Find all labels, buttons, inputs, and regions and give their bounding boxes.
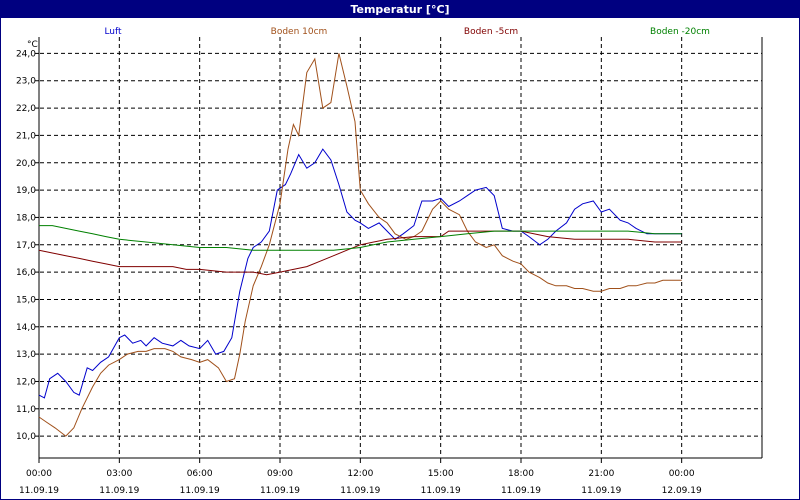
x-tick-date-label: 11.09.19	[19, 486, 59, 496]
y-tick-label: 13,0	[16, 350, 36, 360]
x-tick-time-label: 00:00	[669, 469, 695, 479]
y-tick-label: 20,0	[16, 159, 36, 169]
series-line	[38, 148, 682, 399]
x-tick-date-label: 11.09.19	[501, 486, 541, 496]
y-tick-label: 22,0	[16, 104, 36, 114]
x-tick-date-label: 11.09.19	[340, 486, 380, 496]
x-tick-date-label: 11.09.19	[260, 486, 300, 496]
x-tick-date-label: 11.09.19	[421, 486, 461, 496]
x-tick-date-label: 11.09.19	[581, 486, 621, 496]
legend-label: Luft	[104, 27, 122, 37]
y-tick-label: 14,0	[16, 323, 36, 333]
series-line	[38, 53, 682, 437]
legend-label: Boden 10cm	[271, 27, 328, 37]
y-axis-unit-label: °C	[27, 40, 38, 50]
x-tick-time-label: 15:00	[428, 469, 454, 479]
y-tick-label: 23,0	[16, 77, 36, 87]
y-tick-label: 15,0	[16, 295, 36, 305]
y-tick-label: 18,0	[16, 213, 36, 223]
y-tick-label: 19,0	[16, 186, 36, 196]
x-tick-time-label: 09:00	[267, 469, 293, 479]
x-tick-date-label: 11.09.19	[180, 486, 220, 496]
x-tick-time-label: 00:00	[26, 469, 52, 479]
x-tick-date-label: 12.09.19	[662, 486, 702, 496]
x-tick-time-label: 21:00	[588, 469, 614, 479]
y-tick-label: 16,0	[16, 268, 36, 278]
x-tick-time-label: 18:00	[508, 469, 534, 479]
y-tick-label: 24,0	[16, 49, 36, 59]
chart-title: Temperatur [°C]	[1, 1, 799, 18]
y-tick-label: 10,0	[16, 432, 36, 442]
y-tick-label: 12,0	[16, 377, 36, 387]
x-tick-time-label: 12:00	[347, 469, 373, 479]
y-tick-label: 17,0	[16, 241, 36, 251]
y-tick-label: 21,0	[16, 131, 36, 141]
series-line	[39, 225, 682, 251]
legend-label: Boden -20cm	[650, 27, 710, 37]
x-tick-time-label: 06:00	[187, 469, 213, 479]
y-tick-label: 11,0	[16, 405, 36, 415]
legend-label: Boden -5cm	[464, 27, 518, 37]
x-tick-date-label: 11.09.19	[99, 486, 139, 496]
x-tick-time-label: 03:00	[106, 469, 132, 479]
